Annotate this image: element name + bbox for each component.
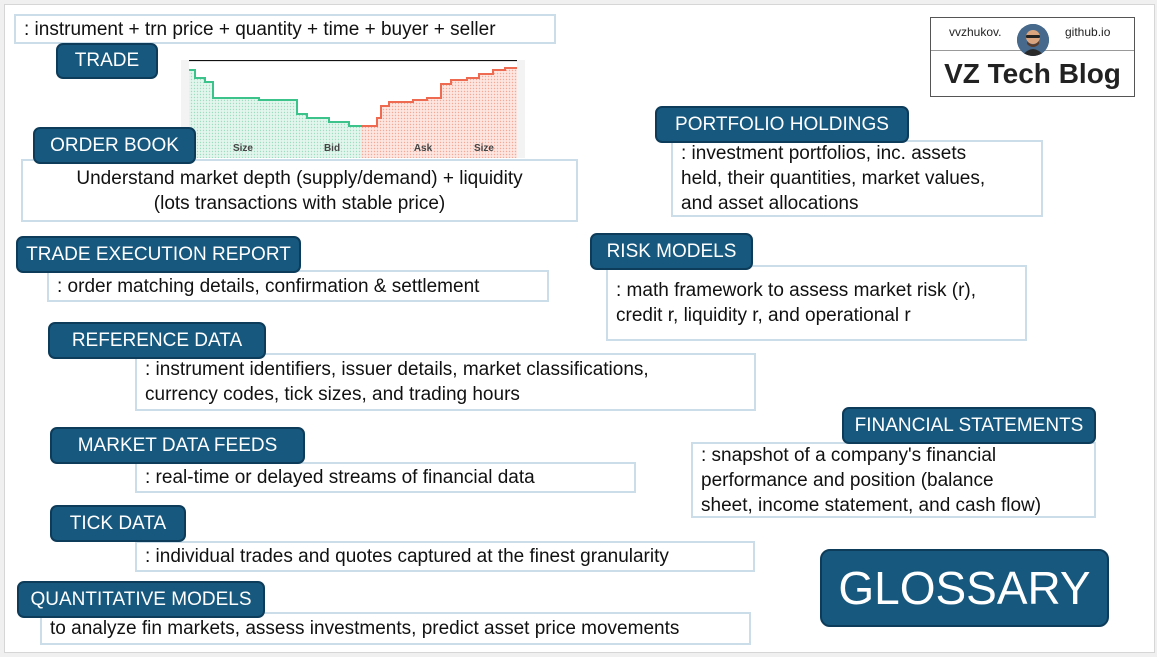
tick-data-desc: : individual trades and quotes captured … [145,546,669,567]
ask-depth-line [361,67,517,127]
chart-right-edge [517,60,525,158]
logo-title: VZ Tech Blog [944,58,1121,89]
risk-models-desc-line-2: credit r, liquidity r, and operational r [616,305,911,326]
order-book-desc-line-1: Understand market depth (supply/demand) … [76,167,523,189]
trade-desc-box: : instrument + trn price + quantity + ti… [14,14,556,44]
quant-models-desc: to analyze fin markets, assess investmen… [50,618,680,639]
chart-label-size-left: Size [233,143,253,154]
portfolio-desc-line-1: : investment portfolios, inc. assets [681,143,967,164]
market-data-desc: : real-time or delayed streams of financ… [145,467,535,488]
reference-data-label: REFERENCE DATA [48,322,266,359]
glossary-badge: GLOSSARY [820,549,1109,627]
logo-user: vvzhukov. [949,25,1002,39]
financial-statements-desc-line-1: : snapshot of a company's financial [701,444,997,466]
chart-label-ask: Ask [414,143,433,154]
tick-data-label: TICK DATA [50,505,186,542]
quant-models-label: QUANTITATIVE MODELS [17,581,265,618]
order-book-depth-chart: Size Bid Ask Size [181,60,525,158]
tick-data-desc-box: : individual trades and quotes captured … [135,541,755,572]
order-book-label: ORDER BOOK [33,127,196,164]
risk-models-desc-line-1: : math framework to assess market risk (… [616,280,977,301]
ask-depth-area [361,68,517,158]
bid-depth-line [189,69,361,127]
portfolio-desc-line-3: and asset allocations [681,193,859,214]
trade-execution-desc-box: : order matching details, confirmation &… [47,270,549,302]
trade-desc: : instrument + trn price + quantity + ti… [24,18,496,40]
author-avatar [1017,24,1049,56]
market-data-desc-box: : real-time or delayed streams of financ… [135,462,636,493]
financial-statements-desc-line-2: performance and position (balance [701,469,994,491]
portfolio-label: PORTFOLIO HOLDINGS [655,106,909,143]
financial-statements-desc-box: : snapshot of a company's financial perf… [691,442,1096,518]
market-data-label: MARKET DATA FEEDS [50,427,305,464]
reference-data-desc-line-1: : instrument identifiers, issuer details… [145,359,649,380]
financial-statements-label: FINANCIAL STATEMENTS [842,407,1096,444]
portfolio-desc-line-2: held, their quantities, market values, [681,168,986,189]
order-book-desc-line-2: (lots transactions with stable price) [153,192,446,214]
chart-label-size-right: Size [474,143,494,154]
bid-depth-area [189,70,361,158]
chart-left-edge [181,60,189,158]
trade-label: TRADE [56,43,158,79]
financial-statements-desc-line-3: sheet, income statement, and cash flow) [701,494,1042,516]
author-avatar-image [1017,24,1049,56]
portfolio-desc-box: : investment portfolios, inc. assets hel… [671,140,1043,217]
blog-logo: vvzhukov. github.io VZ Tech Blog [930,17,1135,97]
reference-data-desc-line-2: currency codes, tick sizes, and trading … [145,384,520,405]
risk-models-desc-box: : math framework to assess market risk (… [606,265,1027,341]
logo-site: github.io [1065,25,1111,39]
trade-execution-desc: : order matching details, confirmation &… [57,275,480,297]
risk-models-label: RISK MODELS [590,233,753,270]
order-book-desc-box: Understand market depth (supply/demand) … [21,159,578,222]
chart-label-bid: Bid [324,143,340,154]
trade-execution-label: TRADE EXECUTION REPORT [16,236,301,273]
reference-data-desc-box: : instrument identifiers, issuer details… [135,353,756,411]
